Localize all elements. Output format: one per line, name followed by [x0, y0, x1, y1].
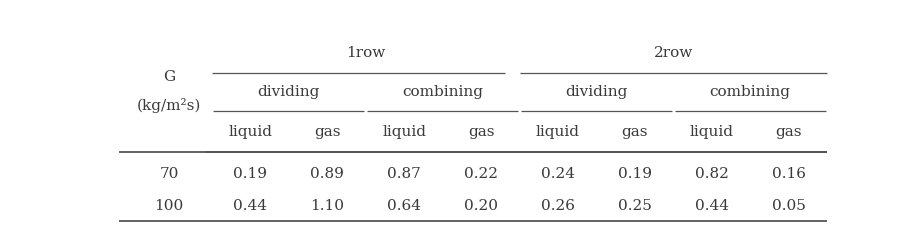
Text: liquid: liquid	[382, 124, 426, 138]
Text: gas: gas	[621, 124, 648, 138]
Text: dividing: dividing	[258, 85, 320, 98]
Text: 0.25: 0.25	[617, 198, 652, 212]
Text: 0.26: 0.26	[541, 198, 575, 212]
Text: 0.89: 0.89	[310, 166, 344, 180]
Text: 0.16: 0.16	[772, 166, 806, 180]
Text: 0.44: 0.44	[234, 198, 268, 212]
Text: dividing: dividing	[565, 85, 628, 98]
Text: 1row: 1row	[346, 46, 386, 60]
Text: 0.19: 0.19	[617, 166, 652, 180]
Text: 0.82: 0.82	[695, 166, 729, 180]
Text: 2row: 2row	[653, 46, 693, 60]
Text: 0.87: 0.87	[388, 166, 421, 180]
Text: combining: combining	[710, 85, 791, 98]
Text: gas: gas	[468, 124, 495, 138]
Text: 0.05: 0.05	[772, 198, 806, 212]
Text: (kg/m²s): (kg/m²s)	[137, 98, 201, 112]
Text: 100: 100	[154, 198, 184, 212]
Text: liquid: liquid	[228, 124, 272, 138]
Text: G: G	[162, 69, 175, 83]
Text: liquid: liquid	[536, 124, 580, 138]
Text: 0.24: 0.24	[541, 166, 575, 180]
Text: liquid: liquid	[689, 124, 734, 138]
Text: 0.20: 0.20	[464, 198, 498, 212]
Text: 0.22: 0.22	[464, 166, 498, 180]
Text: 0.19: 0.19	[234, 166, 268, 180]
Text: 1.10: 1.10	[310, 198, 344, 212]
Text: combining: combining	[402, 85, 483, 98]
Text: 70: 70	[160, 166, 179, 180]
Text: 0.44: 0.44	[695, 198, 729, 212]
Text: gas: gas	[775, 124, 802, 138]
Text: gas: gas	[314, 124, 341, 138]
Text: 0.64: 0.64	[387, 198, 421, 212]
